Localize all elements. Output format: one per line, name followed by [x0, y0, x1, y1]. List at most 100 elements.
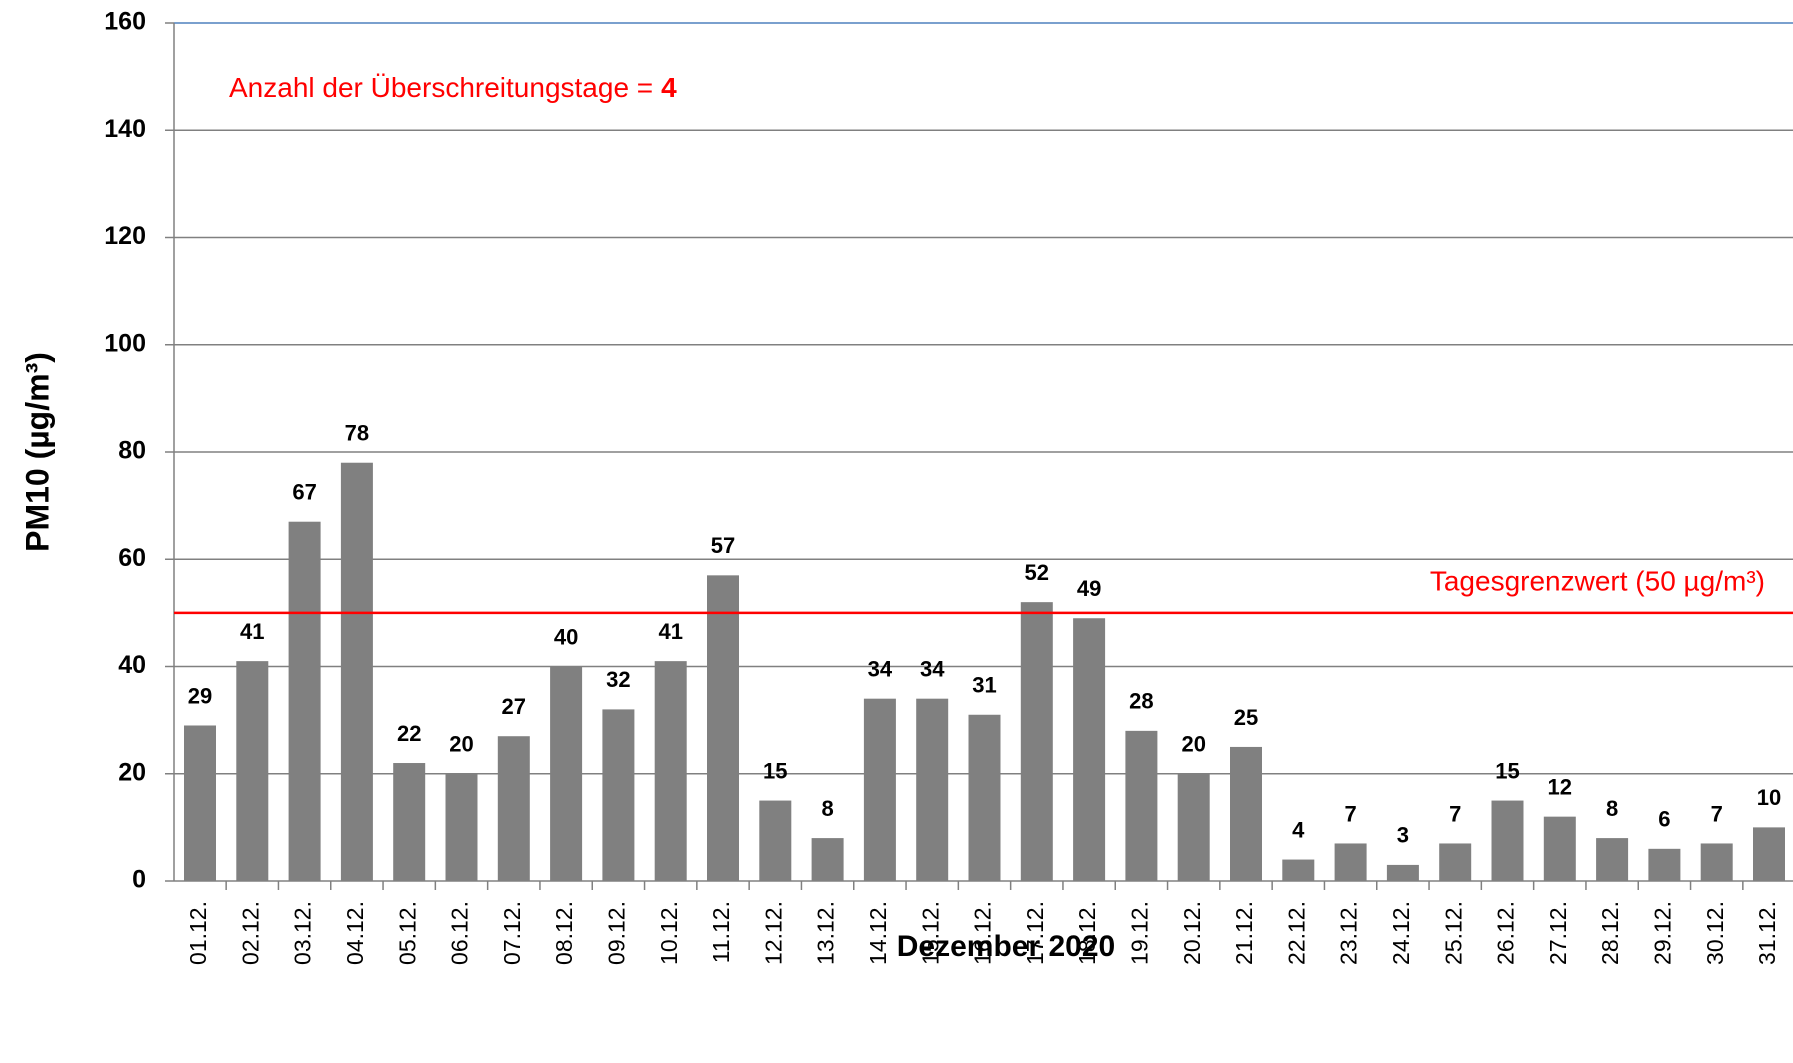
x-tick-label: 13.12. — [813, 901, 839, 965]
y-tick-label: 80 — [118, 437, 146, 465]
bar — [1125, 730, 1158, 881]
value-label: 7 — [1711, 801, 1723, 826]
bar — [916, 698, 949, 881]
x-tick-label: 04.12. — [342, 901, 368, 965]
x-tick-label: 16.12. — [970, 901, 996, 965]
bar — [1073, 618, 1106, 881]
x-tick-label: 03.12. — [290, 901, 316, 965]
value-label: 57 — [711, 533, 735, 558]
bar — [654, 661, 687, 881]
bar — [445, 773, 478, 881]
bar — [288, 521, 321, 881]
bar — [968, 714, 1001, 881]
value-label: 34 — [920, 656, 945, 681]
value-label: 4 — [1292, 817, 1305, 842]
value-label: 22 — [397, 721, 421, 746]
x-tick-label: 10.12. — [656, 901, 682, 965]
x-tick-label: 27.12. — [1545, 901, 1571, 965]
value-label: 34 — [868, 656, 893, 681]
x-axis-label: Dezember 2020 — [897, 930, 1115, 963]
x-tick-label: 06.12. — [447, 901, 473, 965]
bar — [1334, 843, 1367, 881]
value-label: 27 — [502, 694, 526, 719]
y-tick-label: 140 — [104, 115, 146, 143]
value-label: 8 — [821, 796, 833, 821]
bar — [1282, 859, 1315, 881]
y-tick-label: 20 — [118, 758, 146, 786]
limit-label: Tagesgrenzwert (50 µg/m³) — [1430, 565, 1765, 596]
x-tick-label: 02.12. — [237, 901, 263, 965]
bar — [550, 666, 583, 881]
y-tick-label: 60 — [118, 544, 146, 572]
bar — [393, 763, 426, 881]
value-label: 20 — [449, 732, 473, 757]
x-tick-label: 18.12. — [1074, 901, 1100, 965]
value-label: 3 — [1397, 823, 1409, 848]
x-tick-label: 15.12. — [917, 901, 943, 965]
x-tick-label: 24.12. — [1388, 901, 1414, 965]
value-label: 12 — [1548, 774, 1572, 799]
annotation: Anzahl der Überschreitungstage = 4 — [229, 72, 677, 103]
bar — [184, 725, 216, 881]
value-label: 8 — [1606, 796, 1618, 821]
x-tick-label: 19.12. — [1126, 901, 1152, 965]
y-tick-label: 120 — [104, 222, 146, 250]
value-label: 25 — [1234, 705, 1258, 730]
value-label: 28 — [1129, 689, 1153, 714]
x-tick-label: 11.12. — [708, 901, 734, 963]
bar — [1020, 602, 1053, 881]
value-label: 78 — [345, 421, 369, 446]
x-tick-label: 12.12. — [760, 901, 786, 965]
value-label: 29 — [188, 683, 212, 708]
bar — [811, 838, 844, 881]
annotation-count: 4 — [661, 72, 677, 103]
y-tick-label: 40 — [118, 651, 146, 679]
bar — [602, 709, 635, 881]
value-label: 7 — [1449, 801, 1461, 826]
x-tick-label: 20.12. — [1179, 901, 1205, 965]
x-tick-label: 08.12. — [551, 901, 577, 965]
bar — [1177, 773, 1210, 881]
value-label: 40 — [554, 624, 578, 649]
bar — [1491, 800, 1524, 881]
bar — [1439, 843, 1472, 881]
bar — [1386, 864, 1419, 881]
x-tick-label: 31.12. — [1754, 901, 1780, 965]
x-tick-label: 05.12. — [394, 901, 420, 965]
bar — [236, 661, 269, 881]
x-tick-label: 07.12. — [499, 901, 525, 965]
bar — [1700, 843, 1733, 881]
y-axis-label: PM10 (µg/m³) — [19, 352, 55, 552]
value-label: 67 — [292, 480, 316, 505]
bar — [759, 800, 792, 881]
x-tick-label: 21.12. — [1231, 901, 1257, 965]
x-tick-label: 28.12. — [1597, 901, 1623, 965]
value-label: 10 — [1757, 785, 1781, 810]
x-tick-label: 23.12. — [1336, 901, 1362, 965]
value-label: 41 — [658, 619, 682, 644]
y-tick-label: 0 — [132, 866, 146, 894]
annotation-text: Anzahl der Überschreitungstage = — [229, 72, 653, 103]
value-label: 7 — [1344, 801, 1356, 826]
x-tick-label: 14.12. — [865, 901, 891, 965]
value-label: 15 — [1495, 758, 1519, 783]
value-label: 20 — [1181, 732, 1205, 757]
bar — [1596, 838, 1629, 881]
bar — [497, 736, 530, 881]
value-label: 41 — [240, 619, 264, 644]
bar — [1648, 848, 1681, 881]
y-tick-label: 100 — [104, 329, 146, 357]
y-tick-label: 160 — [104, 8, 146, 36]
bar — [1753, 827, 1785, 881]
value-label: 31 — [972, 673, 996, 698]
x-tick-label: 09.12. — [603, 901, 629, 965]
value-label: 15 — [763, 758, 787, 783]
x-tick-label: 30.12. — [1702, 901, 1728, 965]
x-tick-label: 26.12. — [1493, 901, 1519, 965]
x-tick-label: 17.12. — [1022, 901, 1048, 965]
value-label: 6 — [1658, 807, 1670, 832]
x-tick-label: 29.12. — [1649, 901, 1675, 965]
x-tick-label: 25.12. — [1440, 901, 1466, 965]
bar — [1230, 746, 1262, 881]
bar — [863, 698, 896, 881]
